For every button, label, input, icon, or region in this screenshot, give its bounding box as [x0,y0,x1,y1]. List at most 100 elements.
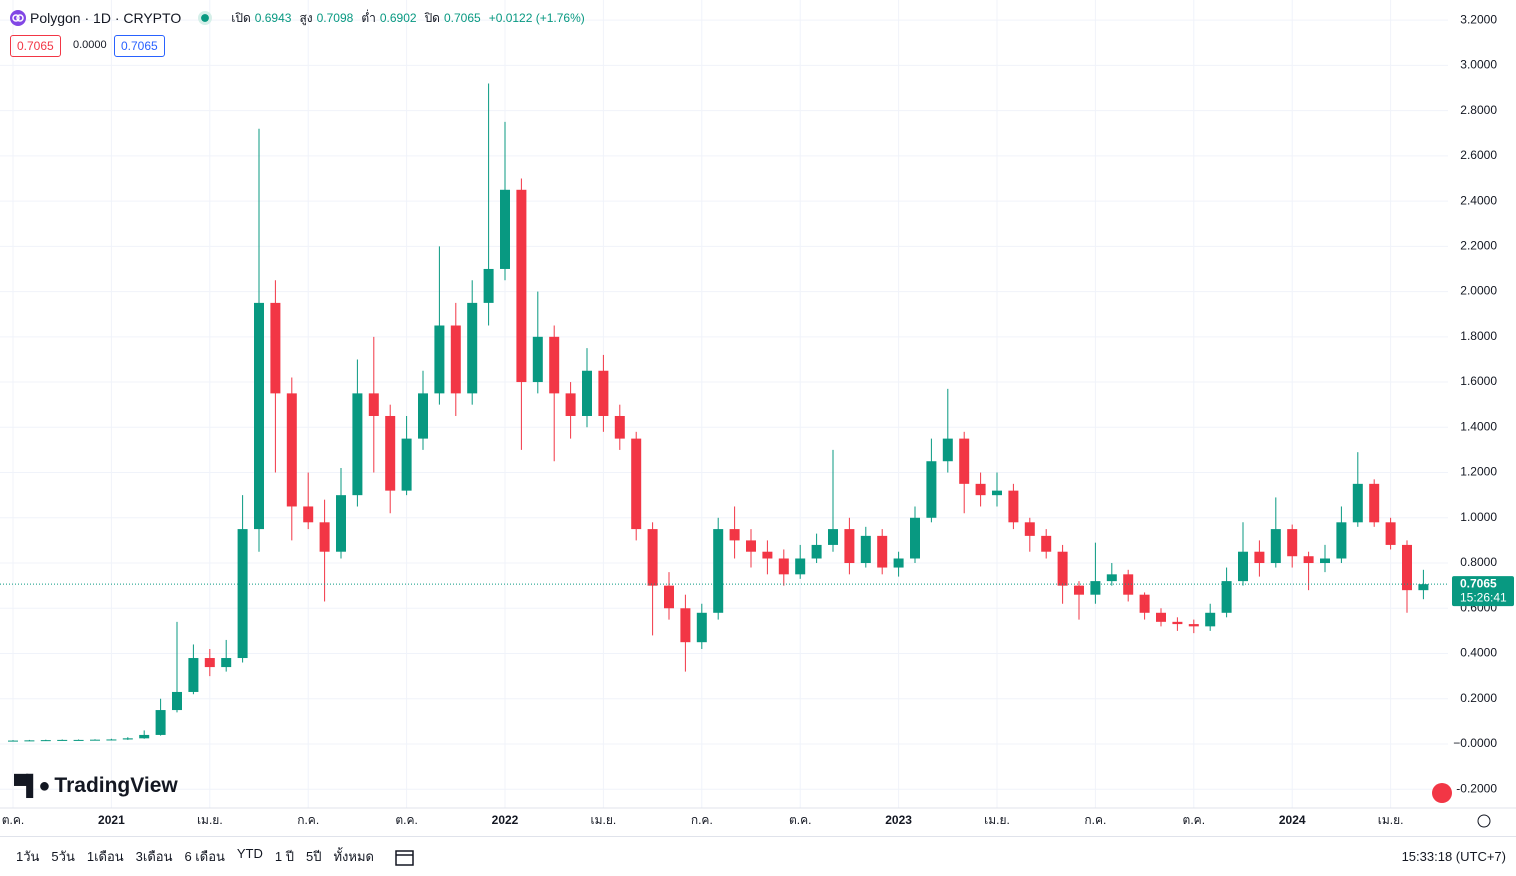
range-button[interactable]: 6 เดือน [184,849,225,864]
candle-body [926,461,937,518]
y-tick-label: 2.8000 [1460,103,1497,117]
candle-body [467,302,478,394]
ohlc-key: เปิด [231,10,251,25]
candle-body [352,393,363,496]
range-button[interactable]: 3เดือน [135,849,173,864]
x-tick-label: 2022 [492,813,519,827]
candle-body [1254,551,1265,564]
x-tick-label: 2023 [885,813,912,827]
candle-body [1205,612,1216,627]
candle-body [1320,558,1330,564]
bid-box[interactable]: 0.7065 [10,35,61,57]
candle-body [434,325,445,394]
candle-body [368,393,379,416]
candle-body [860,535,871,564]
ohlc-value: 0.7065 [443,11,481,25]
range-button[interactable]: 1เดือน [86,849,124,864]
ohlc-key: สูง [299,10,313,25]
candle-body [1287,529,1298,557]
candle-body [532,336,543,383]
candle-body [1238,551,1248,582]
range-button[interactable]: 5ปี [305,849,322,864]
y-tick-label: 2.0000 [1460,284,1497,298]
x-tick-label: ต.ค. [2,813,25,827]
price-tag [1452,576,1514,607]
candle-body [1074,585,1084,595]
candle-body [1188,624,1199,627]
range-button[interactable]: 1วัน [16,849,40,864]
candle-body [893,558,904,568]
symbol-icon [10,10,26,26]
candle-body [910,517,920,559]
candle-body [204,658,215,668]
candle-body [1385,522,1396,545]
candle-body [631,438,642,530]
candle-body [877,535,888,568]
candle-body [1008,490,1019,523]
candle-body [254,302,264,530]
candle-body [680,608,691,643]
candle-body [1270,529,1281,564]
title[interactable]: Polygon · 1D · CRYPTO [30,10,182,26]
candle-body [139,734,150,739]
candle-body [828,529,838,545]
candle-body [221,658,232,668]
candle-body [418,393,428,439]
candle-body [401,438,412,491]
bottom-toolbar: 1วัน 5วัน 1เดือน 3เดือน 6 เดือน YTD 1 ปี 5ปี ทั้… [0,836,1516,876]
candle-body [73,739,84,741]
ask-box[interactable]: 0.7065 [114,35,165,57]
date-range-icon[interactable] [394,847,416,867]
y-tick-label: 0.8000 [1460,555,1497,569]
y-tick-label: 0.4000 [1460,646,1497,660]
ohlc-change: +0.0122 (+1.76%) [488,11,585,25]
candle-body [106,739,117,741]
symbol-header: Polygon · 1D · CRYPTO เปิด 0.6943 สูง 0.70… [10,8,585,28]
brand-mark: ▀▌● [14,774,50,797]
plot-background [0,0,1516,836]
candle-body [1336,522,1347,559]
x-tick-label: เม.ย. [1378,813,1404,827]
y-tick-label: 1.2000 [1460,465,1497,479]
candle-body [1352,483,1363,523]
candle-body [450,325,461,394]
candle-body [483,268,494,303]
candle-body [1402,544,1412,591]
y-tick-label: 2.6000 [1460,148,1497,162]
candle-body [1418,584,1429,591]
x-tick-label: ต.ค. [1183,813,1206,827]
ohlc-value: 0.6902 [379,11,417,25]
x-tick-label: 2021 [98,813,125,827]
x-tick-label: ก.ค. [297,813,319,827]
region-flag [1432,783,1452,803]
candle-body [8,740,18,742]
y-tick-label: 2.2000 [1460,239,1497,253]
ohlc-value: 0.7098 [316,11,354,25]
candle-body [1172,621,1183,625]
candle-body [598,370,609,416]
range-button[interactable]: 1 ปี [274,849,294,864]
range-button[interactable]: ทั้งหมด [333,849,374,864]
clock[interactable]: 15:33:18 (UTC+7) [1401,849,1506,864]
candle-body [1139,594,1150,613]
range-button[interactable]: 5วัน [51,849,75,864]
candle-body [992,490,1002,496]
candle-body [614,415,625,439]
candle-body [844,529,855,564]
candle-body [90,739,100,741]
candle-body [385,415,396,491]
range-list: 1วัน 5วัน 1เดือน 3เดือน 6 เดือน YTD 1 ปี 5ปี ทั้… [4,846,374,867]
y-tick-label: 1.4000 [1460,419,1497,433]
y-tick-label: 1.0000 [1460,510,1497,524]
candle-body [303,506,314,523]
x-tick-label: ก.ค. [1084,813,1106,827]
candle-body [286,393,297,507]
y-tick-label: 3.2000 [1460,12,1497,26]
x-tick-label: 2024 [1279,813,1306,827]
range-button[interactable]: YTD [236,846,263,861]
x-tick-label: ต.ค. [789,813,812,827]
candle-body [778,558,789,575]
x-tick-label: ก.ค. [691,813,713,827]
price-tag-value: 0.7065 [1460,576,1497,590]
candle-body [729,529,740,541]
